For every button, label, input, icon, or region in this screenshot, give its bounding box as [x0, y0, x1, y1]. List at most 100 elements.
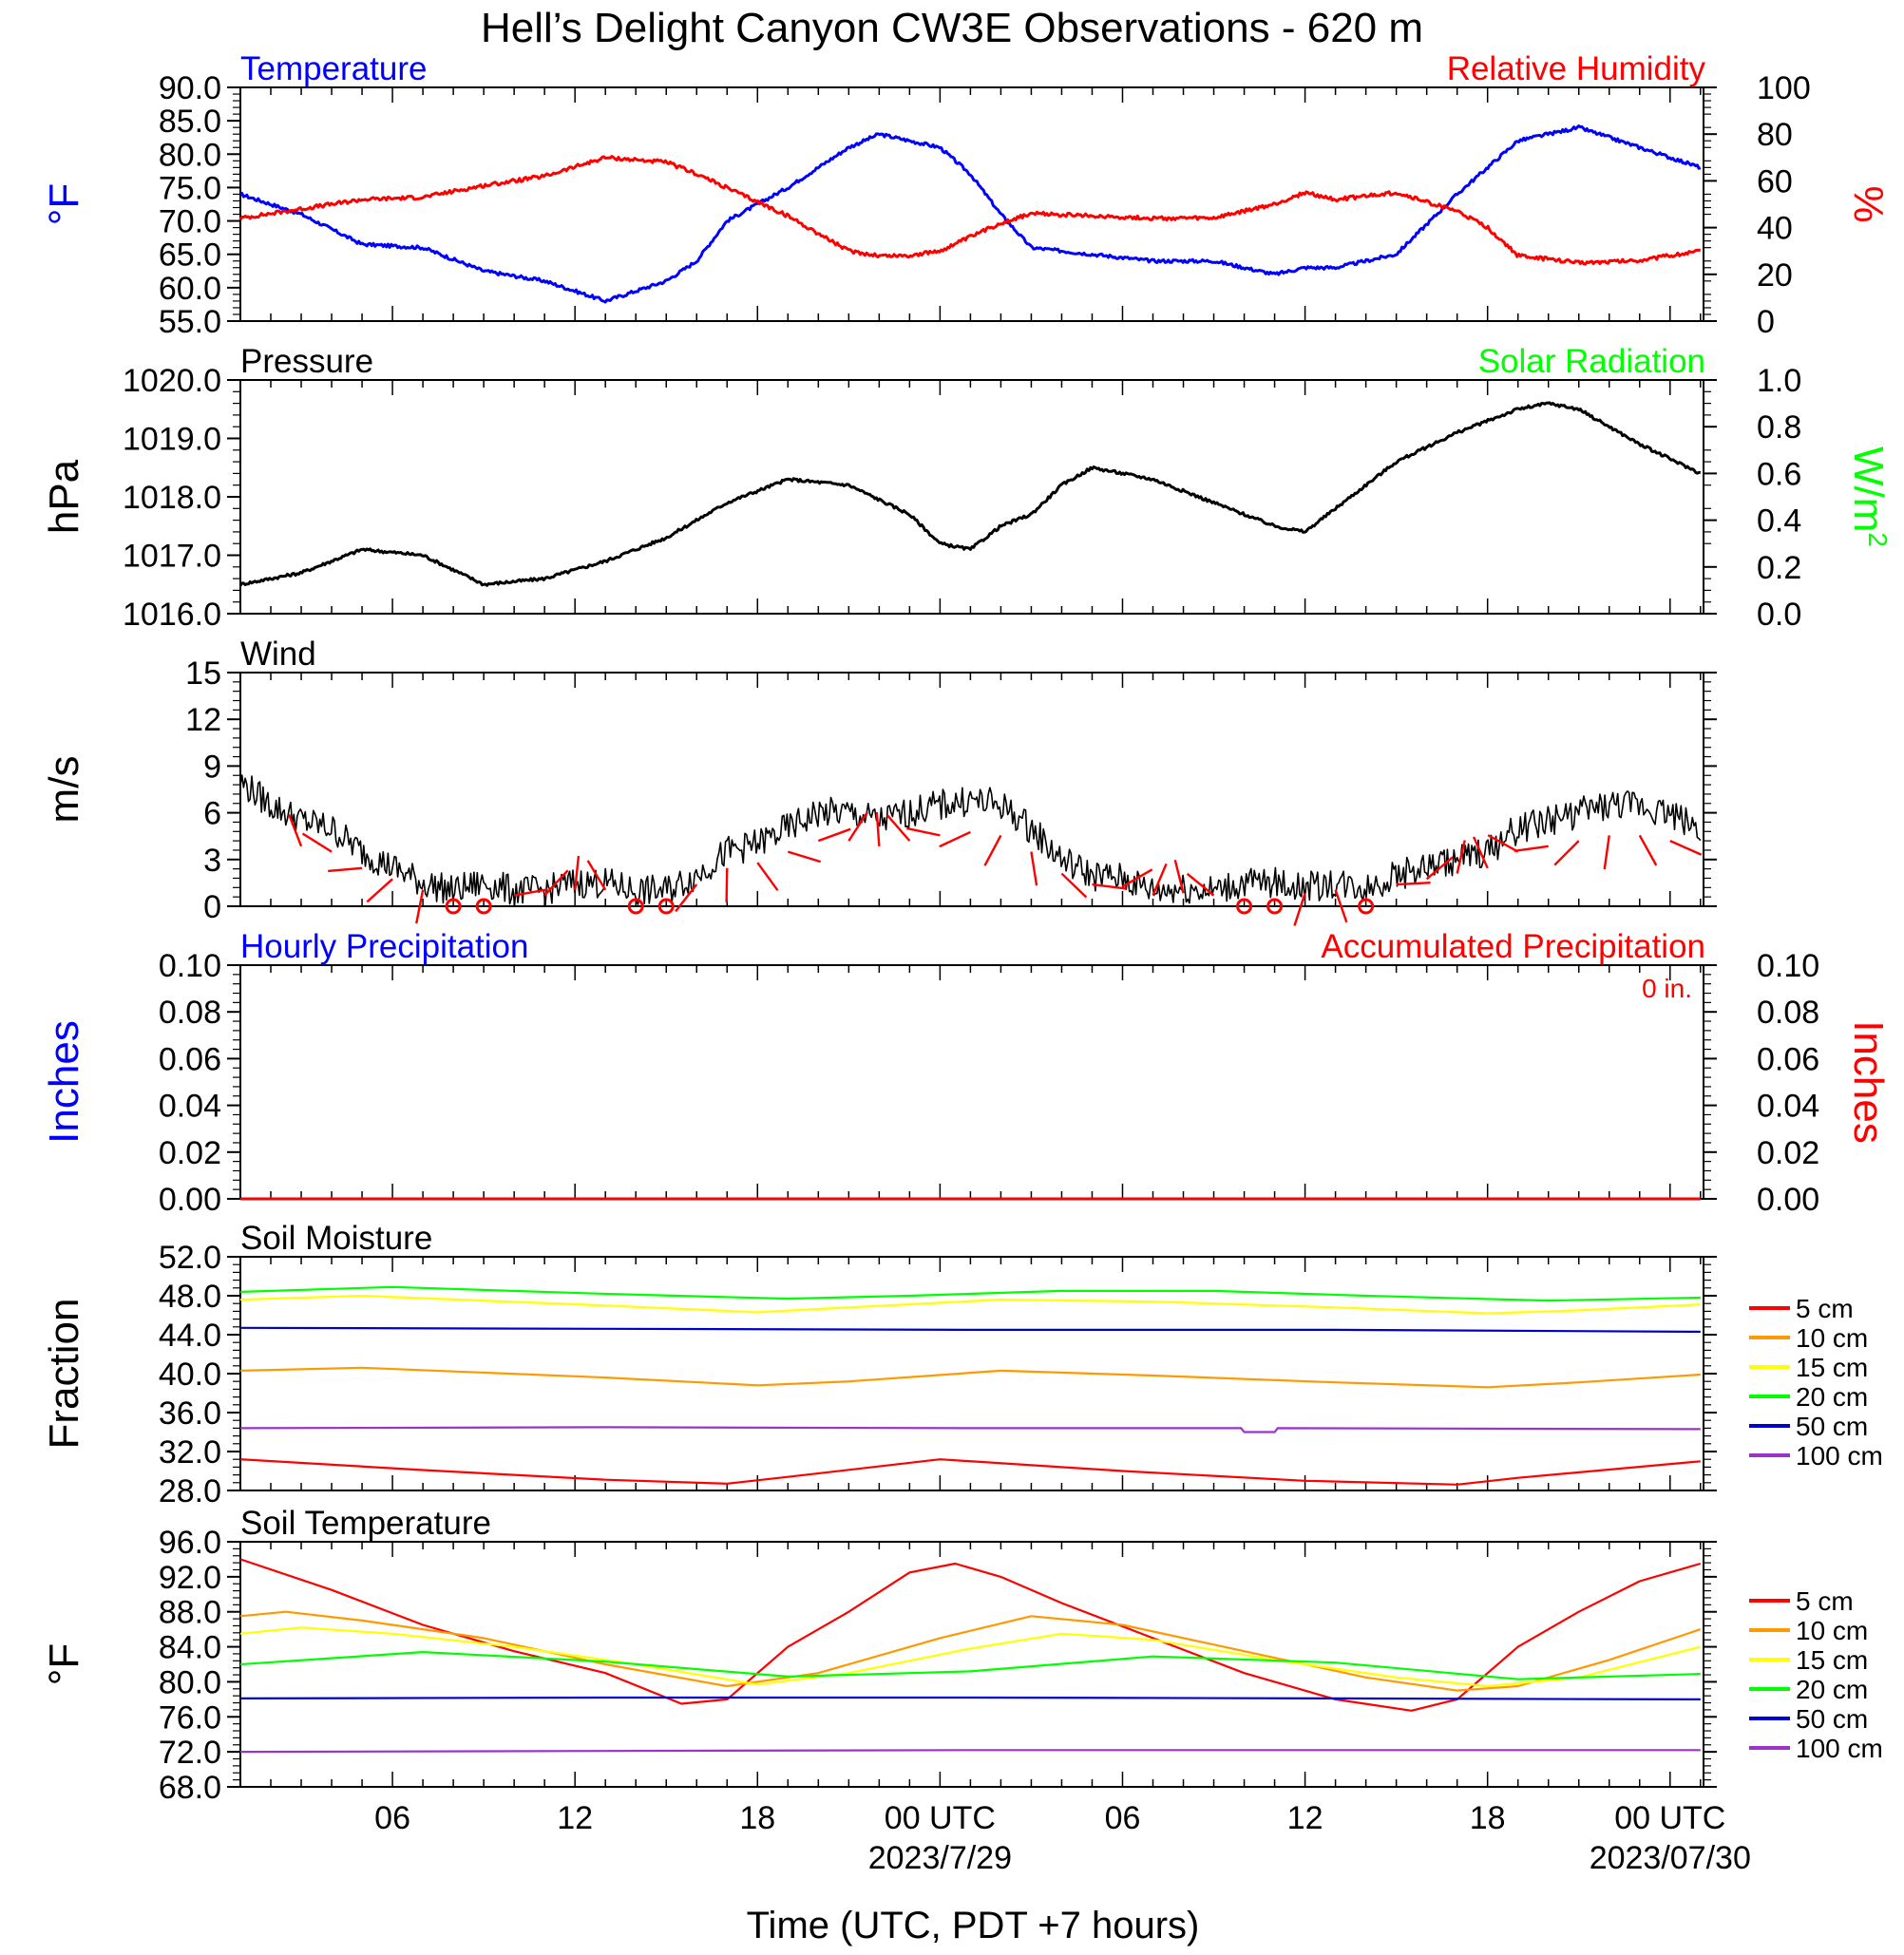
panel-pressure: 1020.0 1019.0 1018.0 1017.0 1016.0 1.0 0.8 0.6 0… [41, 343, 1894, 633]
y-tick-label-right: 0.2 [1757, 550, 1801, 586]
y-tick-label-right: 0.08 [1757, 995, 1819, 1031]
x-date-label: 2023/7/29 [868, 1840, 1012, 1876]
y-tick-label-right: 100 [1757, 70, 1811, 106]
wind-barb [675, 883, 698, 913]
wind-barb [1514, 845, 1549, 853]
y-tick-label-right: 0 [1757, 304, 1775, 340]
series-line [239, 1426, 1701, 1433]
y-tick-label-left: 85.0 [159, 104, 221, 140]
series-line [239, 124, 1702, 304]
panel-title-left: Temperature [240, 50, 427, 87]
y-tick-label-left: 80.0 [159, 1664, 221, 1700]
y-tick-label-left: 0.08 [159, 995, 221, 1031]
wind-barb [288, 813, 303, 847]
wind-barb [847, 811, 868, 842]
legend-label: 20 cm [1796, 1382, 1868, 1412]
x-tick-label: 12 [1287, 1800, 1323, 1836]
wind-barb [787, 850, 822, 864]
wind-barb [1396, 881, 1431, 886]
legend-label: 10 cm [1796, 1323, 1868, 1353]
y-axis-label-right: W/m2 [1845, 446, 1894, 547]
wind-barb [1173, 860, 1185, 894]
wind-barb [885, 814, 911, 842]
y-tick-label-left: 1020.0 [123, 363, 221, 399]
y-tick-label-left: 75.0 [159, 170, 221, 206]
panel-title-right: Solar Radiation [1478, 343, 1705, 380]
y-axis-label-left: Inches [41, 1020, 87, 1144]
panel-frame [239, 672, 1704, 907]
x-tick-label: 06 [1105, 1800, 1141, 1836]
wind-barb [1060, 872, 1088, 899]
y-tick-label-left: 68.0 [159, 1770, 221, 1806]
y-tick-label-left: 0.06 [159, 1041, 221, 1077]
legend-label: 50 cm [1796, 1704, 1868, 1734]
y-tick-label-right: 0.10 [1757, 948, 1819, 984]
wind-barb [1152, 863, 1168, 896]
wind-barb [817, 827, 851, 843]
series-line [239, 1626, 1702, 1688]
panel-frame [239, 86, 1704, 322]
legend-label: 15 cm [1796, 1353, 1868, 1382]
y-tick-label-right: 60 [1757, 163, 1793, 199]
y-tick-label-right: 0.6 [1757, 456, 1801, 492]
y-tick-label-right: 0.0 [1757, 597, 1801, 633]
y-tick-label-left: 48.0 [159, 1279, 221, 1315]
x-tick-label: 18 [739, 1800, 775, 1836]
series-line [239, 1366, 1701, 1389]
wind-barb [939, 830, 971, 848]
y-tick-label-left: 96.0 [159, 1525, 221, 1561]
panel-title-left: Hourly Precipitation [240, 928, 528, 965]
series-line [239, 1650, 1701, 1680]
x-tick-label: 06 [374, 1800, 410, 1836]
y-tick-label-left: 65.0 [159, 237, 221, 274]
y-tick-label-right: 40 [1757, 211, 1793, 247]
y-tick-label-left: 1016.0 [123, 597, 221, 633]
wind-barb [1425, 856, 1454, 881]
wind-barb [1603, 835, 1610, 870]
wind-barb [1456, 840, 1466, 874]
calm-wind-circle [657, 898, 675, 915]
wind-barb [366, 878, 393, 903]
wind-barb [1186, 872, 1215, 897]
series-line [239, 1696, 1701, 1701]
y-axis-label-left: m/s [41, 756, 87, 824]
series-line [239, 1285, 1701, 1302]
wind-barb [328, 866, 363, 873]
y-tick-label-left: 12 [185, 702, 221, 738]
panel-title-right: Relative Humidity [1447, 50, 1706, 87]
legend-label: 5 cm [1796, 1586, 1854, 1616]
y-tick-label-left: 36.0 [159, 1395, 221, 1432]
y-tick-label-left: 84.0 [159, 1630, 221, 1666]
x-tick-label: 00 UTC [885, 1800, 996, 1836]
y-tick-label-left: 88.0 [159, 1595, 221, 1631]
series-line [238, 401, 1702, 587]
y-tick-label-right: 1.0 [1757, 363, 1801, 399]
y-tick-label-left: 44.0 [159, 1318, 221, 1354]
x-tick-label: 18 [1470, 1800, 1506, 1836]
time-axis-labels: 06 12 18 00 UTC 2023/7/29 06 12 18 00 UTC 2023/07… [374, 1800, 1751, 1876]
calm-wind-circle [445, 898, 462, 915]
y-tick-label-right: 0.04 [1757, 1089, 1819, 1125]
wind-barb [1293, 892, 1306, 926]
y-tick-label-right: 0.02 [1757, 1135, 1819, 1171]
wind-barb [513, 888, 548, 897]
legend-label: 20 cm [1796, 1675, 1868, 1704]
y-tick-label-left: 9 [203, 749, 221, 785]
y-tick-label-left: 80.0 [159, 137, 221, 173]
wind-barb [301, 832, 333, 853]
wind-barb [756, 862, 779, 891]
y-tick-label-left: 1019.0 [123, 422, 221, 458]
wind-barb [586, 860, 607, 891]
y-tick-label-left: 0.04 [159, 1089, 221, 1125]
legend-label: 10 cm [1796, 1616, 1868, 1645]
series-line [238, 155, 1701, 266]
panel-title-left: Wind [240, 636, 316, 673]
wind-barb [1638, 834, 1658, 866]
panel-soil-temperature: 96.092.088.084.080.076.072.068.0 Soil Tem… [41, 1505, 1717, 1806]
legend-label: 5 cm [1796, 1294, 1854, 1323]
wind-barb [983, 834, 1002, 866]
y-tick-label-right: 0.06 [1757, 1041, 1819, 1077]
